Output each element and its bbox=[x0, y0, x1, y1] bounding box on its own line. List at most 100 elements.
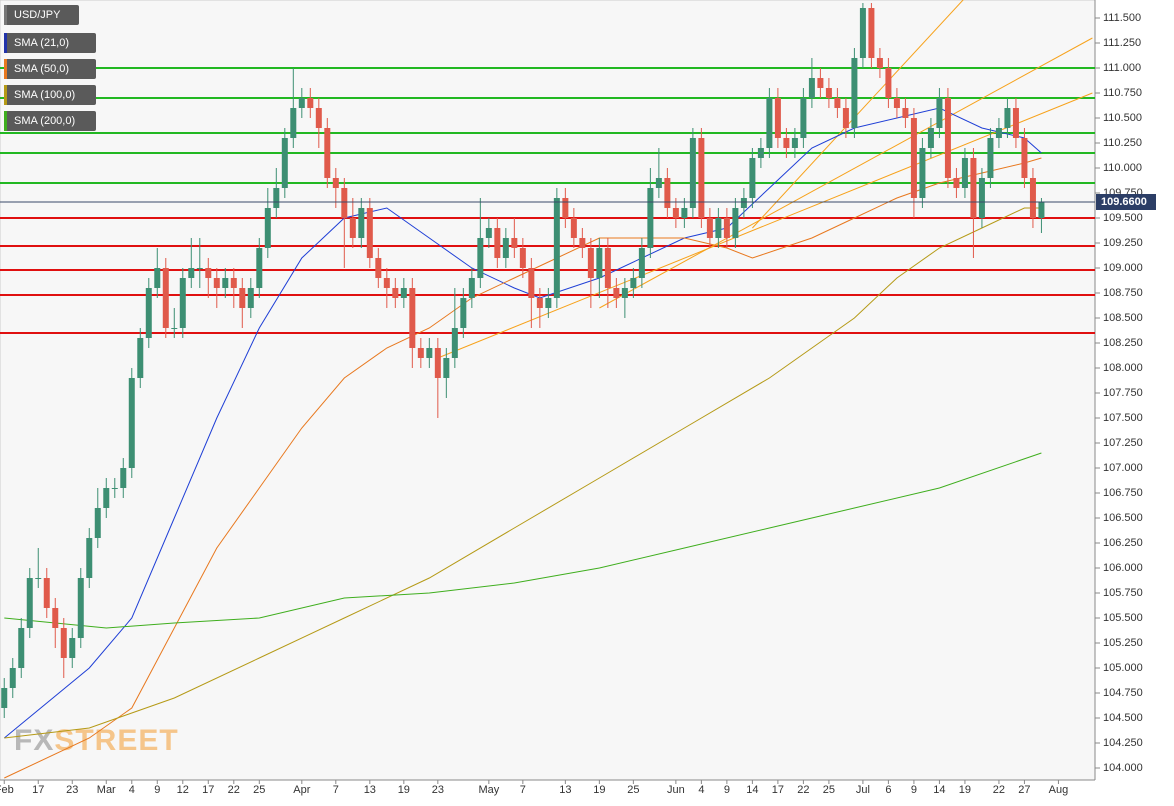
y-tick-label: 104.000 bbox=[1103, 762, 1143, 774]
x-tick-label: 14 bbox=[933, 784, 945, 796]
legend-swatch bbox=[4, 5, 7, 25]
candle-body bbox=[460, 298, 467, 328]
x-tick-label: Feb bbox=[0, 784, 14, 796]
candle-body bbox=[596, 248, 603, 278]
x-tick-label: 14 bbox=[746, 784, 758, 796]
x-tick-label: 25 bbox=[253, 784, 265, 796]
y-tick-label: 106.000 bbox=[1103, 562, 1143, 574]
candle-body bbox=[808, 78, 815, 98]
candle-body bbox=[35, 578, 42, 579]
candle-body bbox=[647, 188, 654, 248]
candle-body bbox=[205, 268, 212, 278]
candle-body bbox=[111, 488, 118, 489]
candle-body bbox=[783, 138, 790, 148]
x-tick-label: 17 bbox=[772, 784, 784, 796]
x-tick-label: 6 bbox=[885, 784, 891, 796]
x-tick-label: 25 bbox=[823, 784, 835, 796]
candle-body bbox=[723, 218, 730, 238]
candle-body bbox=[876, 58, 883, 68]
candle-body bbox=[52, 608, 59, 628]
candle-body bbox=[426, 348, 433, 358]
candle-body bbox=[1004, 108, 1011, 128]
legend-label: USD/JPY bbox=[14, 9, 61, 21]
y-tick-label: 106.500 bbox=[1103, 512, 1143, 524]
candle-body bbox=[630, 278, 637, 288]
candle-body bbox=[961, 158, 968, 188]
candle-body bbox=[120, 468, 127, 488]
candle-body bbox=[902, 108, 909, 118]
candle-body bbox=[553, 198, 560, 298]
candle-body bbox=[613, 288, 620, 298]
candle-body bbox=[26, 578, 33, 628]
candle-body bbox=[842, 108, 849, 128]
y-tick-label: 111.000 bbox=[1103, 62, 1141, 74]
y-tick-label: 104.250 bbox=[1103, 737, 1143, 749]
candle-body bbox=[179, 278, 186, 328]
x-tick-label: 12 bbox=[177, 784, 189, 796]
candle-body bbox=[604, 248, 611, 288]
x-tick-label: 25 bbox=[627, 784, 639, 796]
candle-body bbox=[919, 148, 926, 198]
y-tick-label: 106.250 bbox=[1103, 537, 1143, 549]
candle-body bbox=[324, 128, 331, 178]
candle-body bbox=[791, 138, 798, 148]
candle-body bbox=[664, 178, 671, 208]
legend-label: SMA (200,0) bbox=[14, 115, 75, 127]
x-tick-label: 13 bbox=[364, 784, 376, 796]
candle-body bbox=[77, 578, 84, 638]
candle-body bbox=[774, 98, 781, 138]
candle-body bbox=[944, 98, 951, 178]
candle-body bbox=[417, 348, 424, 358]
y-tick-label: 108.000 bbox=[1103, 362, 1143, 374]
candle-body bbox=[477, 238, 484, 278]
y-tick-label: 105.250 bbox=[1103, 637, 1143, 649]
candle-body bbox=[103, 488, 110, 508]
candle-body bbox=[43, 578, 50, 608]
candle-body bbox=[766, 98, 773, 148]
candle-body bbox=[18, 628, 25, 668]
candle-body bbox=[281, 138, 288, 188]
candle-body bbox=[468, 278, 475, 298]
candle-body bbox=[851, 58, 858, 128]
candle-body bbox=[587, 248, 594, 278]
candle-body bbox=[834, 98, 841, 108]
y-tick-label: 108.500 bbox=[1103, 312, 1143, 324]
y-tick-label: 108.250 bbox=[1103, 337, 1143, 349]
candle-body bbox=[749, 158, 756, 198]
candle-body bbox=[621, 288, 628, 298]
candle-body bbox=[885, 68, 892, 98]
candle-body bbox=[995, 128, 1002, 138]
candle-body bbox=[400, 288, 407, 298]
y-tick-label: 108.750 bbox=[1103, 287, 1143, 299]
x-tick-label: 13 bbox=[559, 784, 571, 796]
candle-body bbox=[953, 178, 960, 188]
candle-body bbox=[579, 238, 586, 248]
candle-body bbox=[511, 238, 518, 248]
trendline bbox=[752, 0, 964, 229]
x-tick-label: Mar bbox=[97, 784, 116, 796]
candle-body bbox=[757, 148, 764, 158]
candle-body bbox=[94, 508, 101, 538]
candle-body bbox=[290, 108, 297, 138]
legend-swatch bbox=[4, 111, 7, 131]
legend-box bbox=[4, 5, 79, 25]
legend-box bbox=[4, 111, 96, 131]
legend-swatch bbox=[4, 33, 7, 53]
candle-body bbox=[1012, 108, 1019, 138]
candle-body bbox=[409, 288, 416, 348]
x-tick-label: 7 bbox=[333, 784, 339, 796]
y-tick-label: 106.750 bbox=[1103, 487, 1143, 499]
watermark-part: FX bbox=[14, 724, 54, 757]
x-tick-label: 19 bbox=[593, 784, 605, 796]
candle-body bbox=[732, 208, 739, 238]
x-tick-label: 9 bbox=[154, 784, 160, 796]
y-tick-label: 111.500 bbox=[1103, 12, 1141, 24]
candle-body bbox=[672, 208, 679, 218]
y-tick-label: 110.250 bbox=[1103, 137, 1142, 149]
legend-box bbox=[4, 85, 96, 105]
y-tick-label: 109.250 bbox=[1103, 237, 1143, 249]
x-tick-label: Jun bbox=[667, 784, 685, 796]
x-tick-label: 23 bbox=[432, 784, 444, 796]
